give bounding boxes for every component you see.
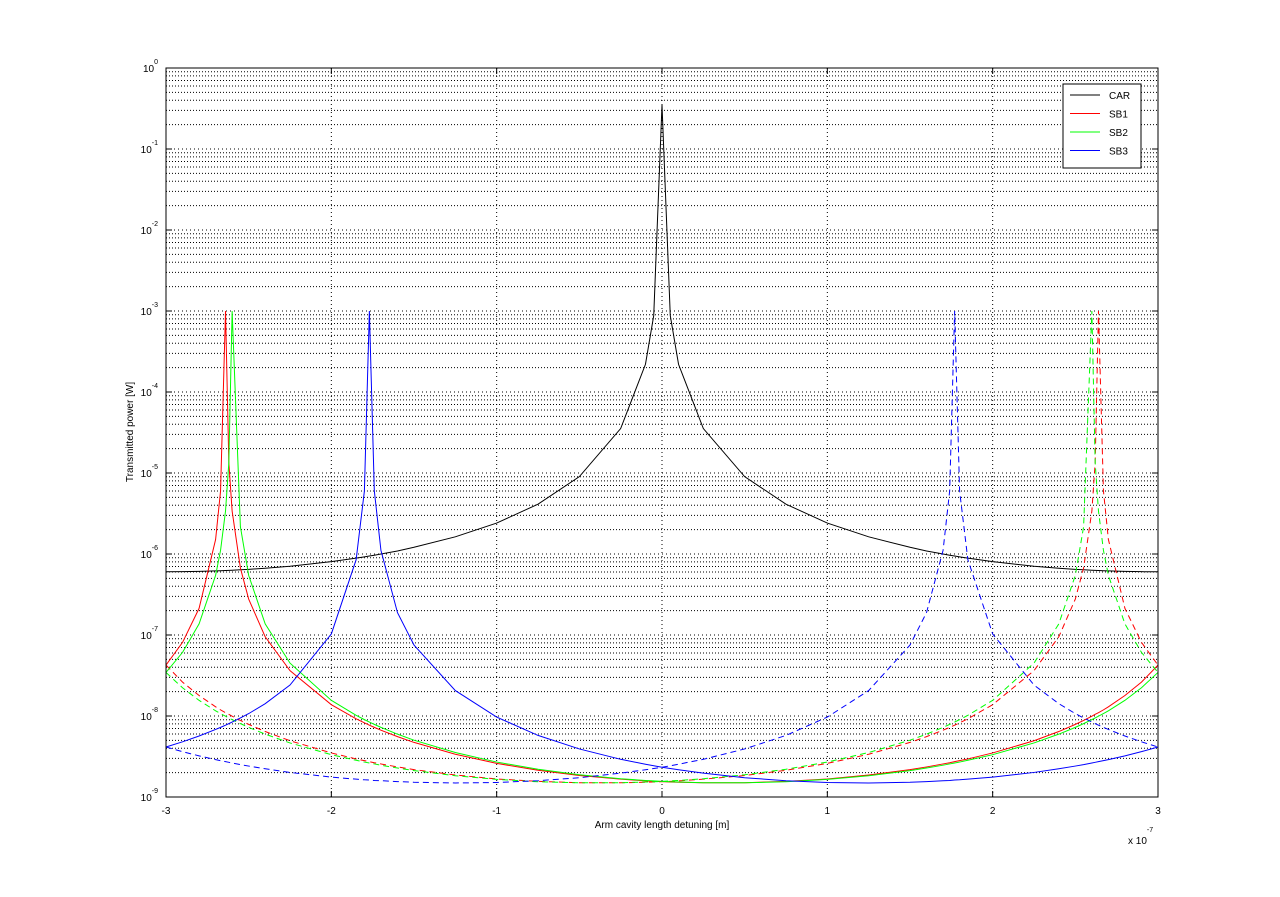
- x-scale-base: x 10: [1128, 836, 1147, 847]
- y-axis-label: Transmitted power [W]: [125, 382, 136, 482]
- legend-label: SB3: [1109, 147, 1128, 158]
- line: [165, 310, 1159, 784]
- y-tick-base: 10: [141, 793, 153, 804]
- y-tick-label: 10-4: [141, 383, 158, 399]
- plot-frame: [165, 67, 1159, 798]
- x-tick-label: -1: [492, 806, 501, 817]
- y-tick-label: 10-9: [141, 788, 158, 804]
- legend-label: SB1: [1109, 110, 1128, 121]
- y-tick-label: 10-2: [141, 221, 158, 237]
- y-tick-base: 10: [141, 388, 153, 399]
- y-tick-exponent: -3: [152, 302, 158, 309]
- x-tick-label: 3: [1155, 806, 1161, 817]
- y-tick-label: 10-7: [141, 626, 158, 642]
- y-tick-exponent: -7: [152, 626, 158, 633]
- y-tick-base: 10: [141, 712, 153, 723]
- y-tick-exponent: -5: [152, 464, 158, 471]
- legend-label: SB2: [1109, 128, 1128, 139]
- y-tick-label: 10-1: [141, 140, 158, 156]
- x-axis-label: Arm cavity length detuning [m]: [595, 820, 730, 831]
- y-tick-label: 10-3: [141, 302, 158, 318]
- x-tick-label: 2: [990, 806, 996, 817]
- x-tick-label: -2: [327, 806, 336, 817]
- y-tick-exponent: -6: [152, 545, 158, 552]
- x-scale-label: x 10-7: [1128, 827, 1153, 847]
- x-tick-label: 1: [825, 806, 831, 817]
- x-tick-label: -3: [162, 806, 171, 817]
- y-tick-exponent: -1: [152, 140, 158, 147]
- y-tick-base: 10: [141, 226, 153, 237]
- y-tick-label: 10-6: [141, 545, 158, 561]
- y-tick-base: 10: [143, 64, 155, 75]
- y-tick-base: 10: [141, 145, 153, 156]
- y-tick-exponent: 0: [154, 59, 158, 66]
- line: [165, 310, 1159, 784]
- y-tick-label: 10-8: [141, 707, 158, 723]
- y-tick-exponent: -4: [152, 383, 158, 390]
- y-tick-base: 10: [141, 631, 153, 642]
- legend-label: CAR: [1109, 91, 1130, 102]
- y-tick-exponent: -2: [152, 221, 158, 228]
- x-tick-label: 0: [659, 806, 665, 817]
- y-tick-exponent: -8: [152, 707, 158, 714]
- line: [165, 104, 1159, 573]
- y-tick-exponent: -9: [152, 788, 158, 795]
- y-tick-label: 100: [143, 59, 158, 75]
- legend-box: [1062, 83, 1142, 169]
- dashed-line: [165, 310, 1159, 784]
- y-tick-label: 10-5: [141, 464, 158, 480]
- x-scale-exponent: -7: [1147, 827, 1153, 834]
- y-tick-base: 10: [141, 550, 153, 561]
- y-tick-base: 10: [141, 307, 153, 318]
- y-tick-base: 10: [141, 469, 153, 480]
